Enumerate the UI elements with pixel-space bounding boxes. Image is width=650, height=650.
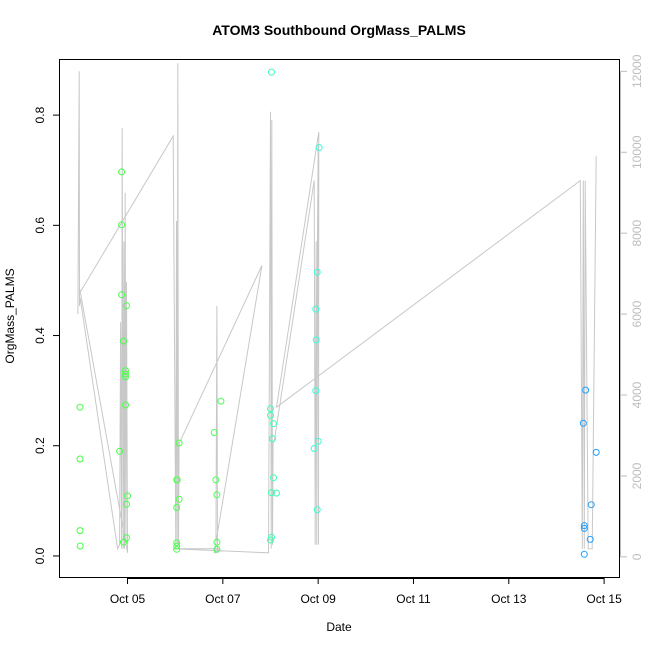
x-tick-label: Oct 09: [300, 592, 336, 606]
y2-tick-label: 10000: [630, 135, 644, 169]
data-point: [314, 437, 322, 445]
data-point: [217, 397, 225, 405]
data-point: [175, 439, 183, 447]
x-tick-label: Oct 15: [586, 592, 622, 606]
data-point: [267, 405, 274, 413]
data-point: [270, 474, 277, 482]
y2-tick-label: 0: [630, 553, 644, 560]
data-point: [312, 387, 320, 395]
data-point: [123, 500, 130, 508]
data-point: [268, 489, 275, 497]
data-point: [173, 539, 181, 547]
data-point: [122, 370, 129, 378]
data-point: [580, 550, 588, 558]
data-point: [118, 221, 126, 229]
data-point: [76, 527, 84, 535]
data-point: [122, 373, 129, 381]
data-point: [118, 291, 126, 299]
data-point: [124, 492, 131, 500]
data-point: [587, 501, 595, 509]
data-point: [212, 476, 220, 484]
x-tick-label: Oct 13: [491, 592, 527, 606]
y-tick-label: 0.0: [33, 547, 47, 564]
data-point: [213, 538, 221, 546]
data-point: [312, 305, 320, 313]
data-point: [173, 542, 181, 550]
data-point: [269, 435, 276, 443]
data-point: [267, 411, 274, 419]
y2-tick-label: 4000: [630, 381, 644, 408]
y2-tick-label: 8000: [630, 220, 644, 247]
data-point: [270, 420, 277, 428]
data-point: [123, 534, 130, 542]
data-point: [268, 68, 275, 76]
data-point: [213, 491, 221, 499]
x-axis-label: Date: [326, 620, 352, 634]
data-point: [315, 144, 323, 152]
x-tick-label: Oct 11: [396, 592, 431, 606]
scatter-points: [76, 68, 600, 558]
data-point: [76, 403, 84, 411]
data-point: [175, 495, 183, 503]
data-point: [273, 489, 280, 497]
y-axis-left: 0.0 0.2 0.4 0.6 0.8: [33, 106, 60, 564]
data-point: [580, 522, 588, 530]
data-point: [310, 445, 318, 452]
data-point: [76, 455, 84, 463]
data-point: [582, 386, 590, 394]
data-point: [592, 448, 600, 456]
data-point: [173, 545, 181, 553]
data-point: [579, 419, 587, 427]
y-axis-label: OrgMass_PALMS: [3, 268, 17, 363]
y2-tick-label: 2000: [630, 462, 644, 489]
data-point: [118, 168, 126, 176]
plot-frame: [59, 59, 620, 578]
secondary-line: [77, 63, 597, 554]
data-point: [116, 447, 124, 455]
x-axis: Oct 05 Oct 07 Oct 09 Oct 11 Oct 13 Oct 15: [110, 578, 622, 606]
data-point: [213, 545, 221, 553]
data-point: [580, 524, 588, 532]
data-point: [312, 336, 320, 344]
x-tick-label: Oct 07: [205, 592, 241, 606]
y2-tick-label: 12000: [630, 54, 644, 88]
data-point: [120, 337, 127, 345]
data-point: [173, 476, 181, 484]
data-point: [210, 429, 218, 436]
y-tick-label: 0.4: [33, 327, 47, 344]
y2-tick-label: 6000: [630, 300, 644, 327]
data-point: [122, 401, 129, 409]
chart-title: ATOM3 Southbound OrgMass_PALMS: [212, 22, 466, 38]
y-axis-right: 0 2000 4000 6000 8000 10000 12000: [620, 54, 644, 560]
data-point: [313, 506, 321, 514]
y-tick-label: 0.8: [33, 106, 47, 123]
secondary-line-series: [77, 63, 597, 554]
data-point: [123, 302, 130, 310]
y-tick-label: 0.6: [33, 217, 47, 234]
data-point: [267, 536, 274, 544]
data-point: [173, 504, 181, 511]
y-tick-label: 0.2: [33, 437, 47, 454]
data-point: [313, 268, 321, 276]
x-tick-label: Oct 05: [110, 592, 146, 606]
data-point: [586, 535, 594, 543]
data-point: [76, 542, 84, 550]
